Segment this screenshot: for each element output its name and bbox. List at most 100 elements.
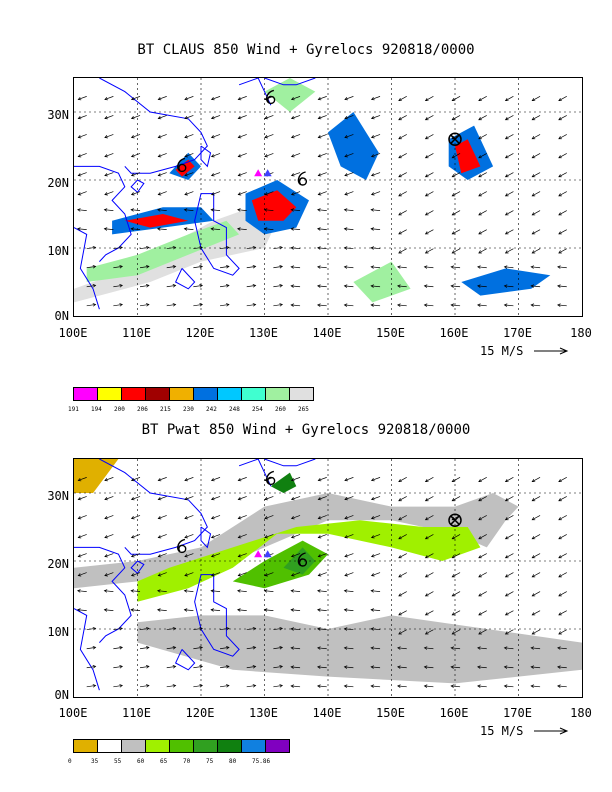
wind-vector-head — [92, 303, 97, 307]
wind-vector — [424, 666, 434, 669]
wind-vector — [558, 553, 567, 559]
wind-vector — [317, 647, 327, 650]
wind-vector — [371, 285, 381, 288]
wind-vector — [166, 627, 176, 631]
wind-vector — [557, 647, 567, 650]
wind-vector-head — [264, 535, 268, 539]
wind-vector — [344, 590, 354, 592]
wind-vector — [371, 153, 381, 157]
wind-vector — [344, 209, 354, 211]
wind-vector-head — [237, 554, 242, 558]
wind-vector — [193, 285, 203, 288]
wind-vector — [246, 266, 256, 269]
cloud-field — [455, 139, 481, 174]
wind-vector-head — [199, 265, 204, 269]
wind-vector-head — [237, 116, 242, 120]
wind-vector — [166, 647, 176, 650]
wind-vector — [78, 496, 87, 500]
lon-label: 180 — [570, 326, 592, 340]
wind-vector — [273, 666, 283, 669]
wind-vector — [291, 304, 301, 307]
wind-vector-head — [531, 155, 536, 159]
typhoon-symbol — [177, 538, 187, 554]
colorbar-tick-label: 55 — [114, 758, 122, 765]
wind-vector-head — [531, 97, 536, 102]
wind-vector — [291, 209, 301, 211]
wind-vector — [78, 96, 87, 100]
wind-vector — [139, 304, 149, 307]
wind-vector-head — [370, 516, 375, 520]
wind-vector-head — [424, 117, 429, 121]
wind-vector — [104, 553, 114, 557]
wind-vector — [113, 266, 123, 269]
wind-vector — [558, 496, 567, 502]
wind-vector-head — [104, 116, 108, 120]
wind-vector — [505, 172, 514, 178]
wind-vector — [425, 248, 434, 254]
wind-vector — [317, 609, 327, 611]
lat-label: 0N — [54, 688, 69, 702]
wind-vector — [86, 266, 96, 269]
wind-vector — [219, 285, 230, 288]
wind-vector — [477, 666, 487, 669]
wind-vector — [291, 134, 301, 138]
wind-vector — [344, 572, 354, 576]
wind-vector-head — [210, 154, 215, 158]
colorbar-tick-label: 60 — [137, 758, 145, 765]
wind-vector-head — [290, 535, 295, 539]
wind-vector — [193, 647, 203, 650]
wind-vector — [139, 246, 149, 250]
wind-vector-head — [237, 497, 242, 501]
wind-vector-head — [343, 608, 348, 612]
wind-vector — [318, 96, 327, 100]
wind-vector-head — [558, 517, 562, 521]
wind-vector-head — [344, 573, 348, 577]
wind-vector — [425, 534, 434, 540]
bottom-panel-title: BT Pwat 850 Wind + Gyrelocs 920818/0000 — [141, 422, 471, 438]
wind-vector — [558, 534, 567, 540]
wind-vector — [452, 572, 461, 578]
wind-vector-head — [398, 136, 402, 140]
wind-vector-head — [558, 631, 562, 635]
colorbar-swatch — [194, 388, 218, 400]
wind-vector-head — [343, 265, 348, 269]
wind-vector-head — [424, 536, 429, 540]
wind-vector — [477, 266, 487, 269]
wind-vector-head — [504, 612, 509, 616]
wind-vector — [273, 246, 283, 250]
vector-scale-arrow — [534, 727, 569, 735]
wind-vector-head — [290, 227, 295, 231]
wind-vector-head — [344, 554, 348, 558]
wind-vector-head — [558, 97, 562, 102]
wind-vector — [558, 591, 567, 597]
wind-vector — [273, 685, 283, 688]
wind-vector-head — [183, 608, 188, 612]
wind-vector — [273, 647, 283, 650]
wind-vector — [273, 285, 283, 288]
colorbar-swatch — [242, 388, 266, 400]
wind-vector — [557, 266, 567, 269]
wind-vector-head — [398, 612, 402, 616]
wind-vector-head — [424, 174, 429, 178]
wind-vector-head — [157, 116, 162, 120]
wind-vector — [532, 172, 541, 178]
wind-vector — [532, 134, 541, 140]
colorbar-tick-label: 242 — [206, 406, 217, 413]
wind-vector — [238, 515, 247, 519]
wind-vector — [532, 496, 541, 502]
wind-vector-head — [119, 626, 123, 631]
coastline — [174, 649, 196, 671]
colorbar-swatch — [122, 740, 146, 752]
wind-vector-head — [130, 608, 134, 612]
wind-vector-head — [264, 516, 268, 520]
wind-vector — [77, 609, 87, 611]
lon-label: 140E — [312, 706, 342, 720]
wind-vector-head — [104, 96, 108, 101]
wind-vector — [211, 153, 221, 157]
wind-vector-head — [172, 646, 177, 650]
wind-vector-head — [157, 497, 162, 501]
wind-vector — [425, 629, 434, 635]
wind-vector — [184, 534, 194, 538]
triangle-marker — [254, 169, 263, 177]
wind-vector-head — [398, 231, 402, 235]
